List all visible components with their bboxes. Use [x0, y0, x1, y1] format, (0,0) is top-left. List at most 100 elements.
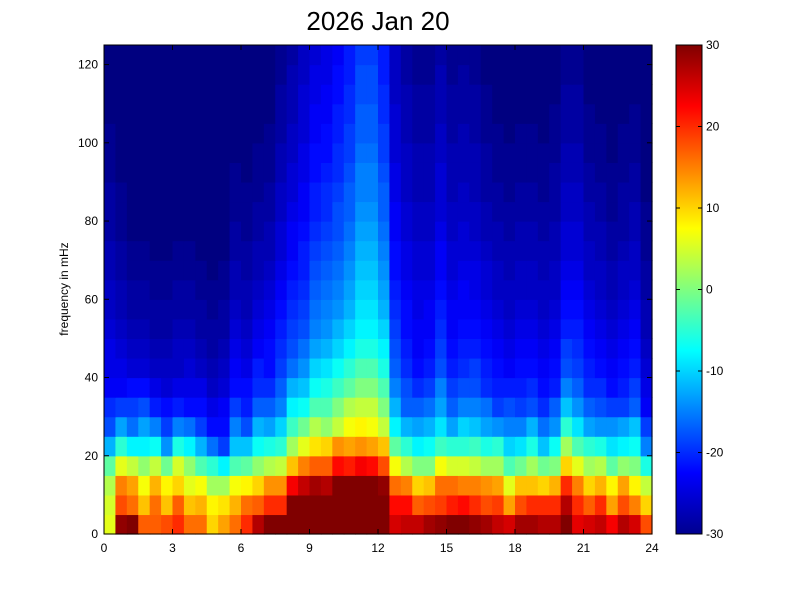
heatmap-cell	[138, 416, 151, 437]
heatmap-cell	[583, 377, 596, 398]
heatmap-cell	[229, 455, 242, 476]
heatmap-cell	[378, 221, 391, 242]
heatmap-cell	[252, 397, 265, 418]
heatmap-cell	[515, 123, 528, 144]
heatmap-cell	[492, 416, 505, 437]
heatmap-cell	[412, 64, 425, 85]
heatmap-cell	[206, 455, 219, 476]
heatmap-cell	[286, 494, 299, 516]
heatmap-cell	[252, 494, 265, 516]
heatmap-cell	[366, 279, 379, 300]
heatmap-cell	[309, 64, 322, 85]
heatmap-cell	[298, 64, 311, 85]
heatmap-cell	[275, 455, 288, 476]
heatmap-cell	[583, 494, 596, 516]
heatmap-cell	[206, 494, 219, 516]
heatmap-cell	[435, 475, 448, 496]
heatmap-cell	[503, 64, 516, 85]
heatmap-cell	[537, 436, 550, 457]
heatmap-cell	[298, 299, 311, 320]
heatmap-cell	[560, 475, 573, 496]
heatmap-cell	[218, 514, 231, 535]
heatmap-cell	[423, 84, 436, 105]
heatmap-cell	[138, 455, 151, 476]
heatmap-cell	[560, 338, 573, 359]
heatmap-cell	[115, 201, 128, 222]
heatmap-cell	[515, 45, 528, 66]
colorbar-tick-label: 0	[706, 283, 713, 297]
heatmap-cell	[149, 318, 162, 339]
heatmap-cell	[161, 260, 174, 281]
heatmap-cell	[286, 357, 299, 379]
heatmap-cell	[503, 475, 516, 496]
heatmap-cell	[298, 397, 311, 418]
heatmap-cell	[149, 162, 162, 183]
heatmap-cell	[241, 123, 254, 144]
heatmap-cell	[366, 475, 379, 496]
heatmap-cell	[298, 201, 311, 222]
heatmap-cell	[218, 45, 231, 66]
heatmap-cell	[526, 279, 539, 300]
heatmap-cell	[241, 45, 254, 66]
heatmap-cell	[446, 436, 459, 457]
heatmap-cell	[629, 279, 642, 300]
heatmap-cell	[366, 514, 379, 535]
heatmap-cell	[115, 299, 128, 320]
heatmap-cell	[161, 318, 174, 339]
heatmap-cell	[218, 103, 231, 124]
heatmap-cell	[366, 377, 379, 398]
heatmap-cell	[309, 455, 322, 476]
heatmap-cell	[286, 64, 299, 85]
heatmap-cell	[195, 377, 208, 398]
heatmap-cell	[161, 377, 174, 398]
heatmap-cell	[275, 181, 288, 203]
heatmap-cell	[640, 64, 653, 85]
heatmap-cell	[480, 475, 493, 496]
heatmap-cell	[263, 377, 276, 398]
heatmap-cell	[104, 494, 117, 516]
heatmap-cell	[492, 103, 505, 124]
heatmap-cell	[435, 318, 448, 339]
heatmap-cell	[400, 416, 413, 437]
heatmap-cell	[218, 142, 231, 163]
heatmap-cell	[172, 416, 185, 437]
heatmap-cell	[309, 45, 322, 66]
heatmap-cell	[560, 299, 573, 320]
heatmap-cell	[275, 494, 288, 516]
heatmap-cell	[263, 260, 276, 281]
colorbar-tick-label: 30	[706, 38, 720, 52]
heatmap-cell	[560, 494, 573, 516]
heatmap-cell	[104, 260, 117, 281]
heatmap-cell	[366, 318, 379, 339]
heatmap-cell	[161, 162, 174, 183]
heatmap-cell	[412, 357, 425, 379]
heatmap-cell	[423, 201, 436, 222]
heatmap-cell	[606, 377, 619, 398]
heatmap-cell	[149, 142, 162, 163]
y-tick-label: 0	[91, 527, 98, 541]
heatmap-cell	[355, 416, 368, 437]
heatmap-cell	[469, 84, 482, 105]
heatmap-cell	[378, 103, 391, 124]
heatmap-cell	[572, 64, 585, 85]
heatmap-cell	[492, 181, 505, 203]
heatmap-cell	[583, 84, 596, 105]
heatmap-cell	[583, 338, 596, 359]
heatmap-cell	[104, 279, 117, 300]
heatmap-cell	[412, 123, 425, 144]
heatmap-cell	[378, 514, 391, 535]
heatmap-cell	[640, 240, 653, 261]
heatmap-cell	[343, 338, 356, 359]
heatmap-cell	[183, 201, 196, 222]
heatmap-cell	[617, 45, 630, 66]
heatmap-cell	[343, 279, 356, 300]
heatmap-cell	[412, 221, 425, 242]
heatmap-cell	[355, 357, 368, 379]
heatmap-cell	[252, 377, 265, 398]
heatmap-cell	[617, 436, 630, 457]
heatmap-cell	[252, 455, 265, 476]
heatmap-cell	[480, 221, 493, 242]
heatmap-cell	[583, 455, 596, 476]
heatmap-cell	[526, 377, 539, 398]
